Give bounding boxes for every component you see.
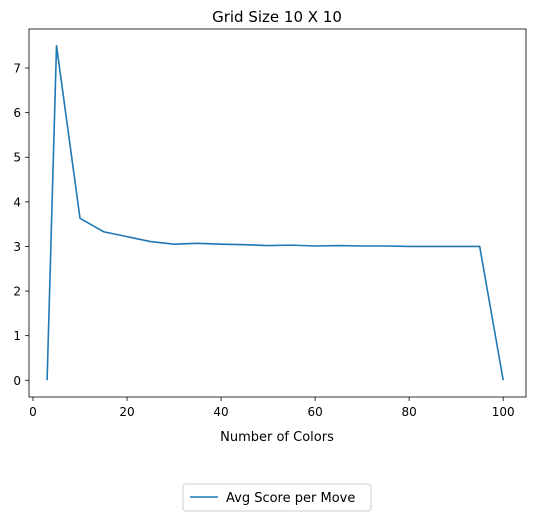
x-tick-label: 100 <box>492 405 515 419</box>
y-tick-label: 1 <box>13 329 21 343</box>
y-tick-label: 2 <box>13 285 21 299</box>
x-tick-label: 60 <box>307 405 322 419</box>
y-tick-label: 0 <box>13 374 21 388</box>
x-tick-label: 0 <box>29 405 37 419</box>
legend-box <box>182 483 372 512</box>
x-tick-label: 40 <box>213 405 228 419</box>
x-axis-label: Number of Colors <box>220 430 334 445</box>
y-axis-ticks: 0 1 2 3 4 5 6 7 <box>13 62 29 388</box>
plot-area-frame <box>28 28 527 398</box>
y-tick-label: 6 <box>13 106 21 120</box>
x-axis-ticks: 0 20 40 60 80 100 <box>29 397 515 419</box>
x-tick-label: 80 <box>402 405 417 419</box>
chart-title: Grid Size 10 X 10 <box>212 8 342 26</box>
y-tick-label: 5 <box>13 151 21 165</box>
y-tick-label: 3 <box>13 240 21 254</box>
legend: Avg Score per Move <box>182 483 372 512</box>
y-tick-label: 4 <box>13 195 21 209</box>
legend-entry-label: Avg Score per Move <box>226 491 355 506</box>
y-tick-label: 7 <box>13 62 21 76</box>
series-line-avg-score-per-move <box>46 44 504 381</box>
x-tick-label: 20 <box>119 405 134 419</box>
